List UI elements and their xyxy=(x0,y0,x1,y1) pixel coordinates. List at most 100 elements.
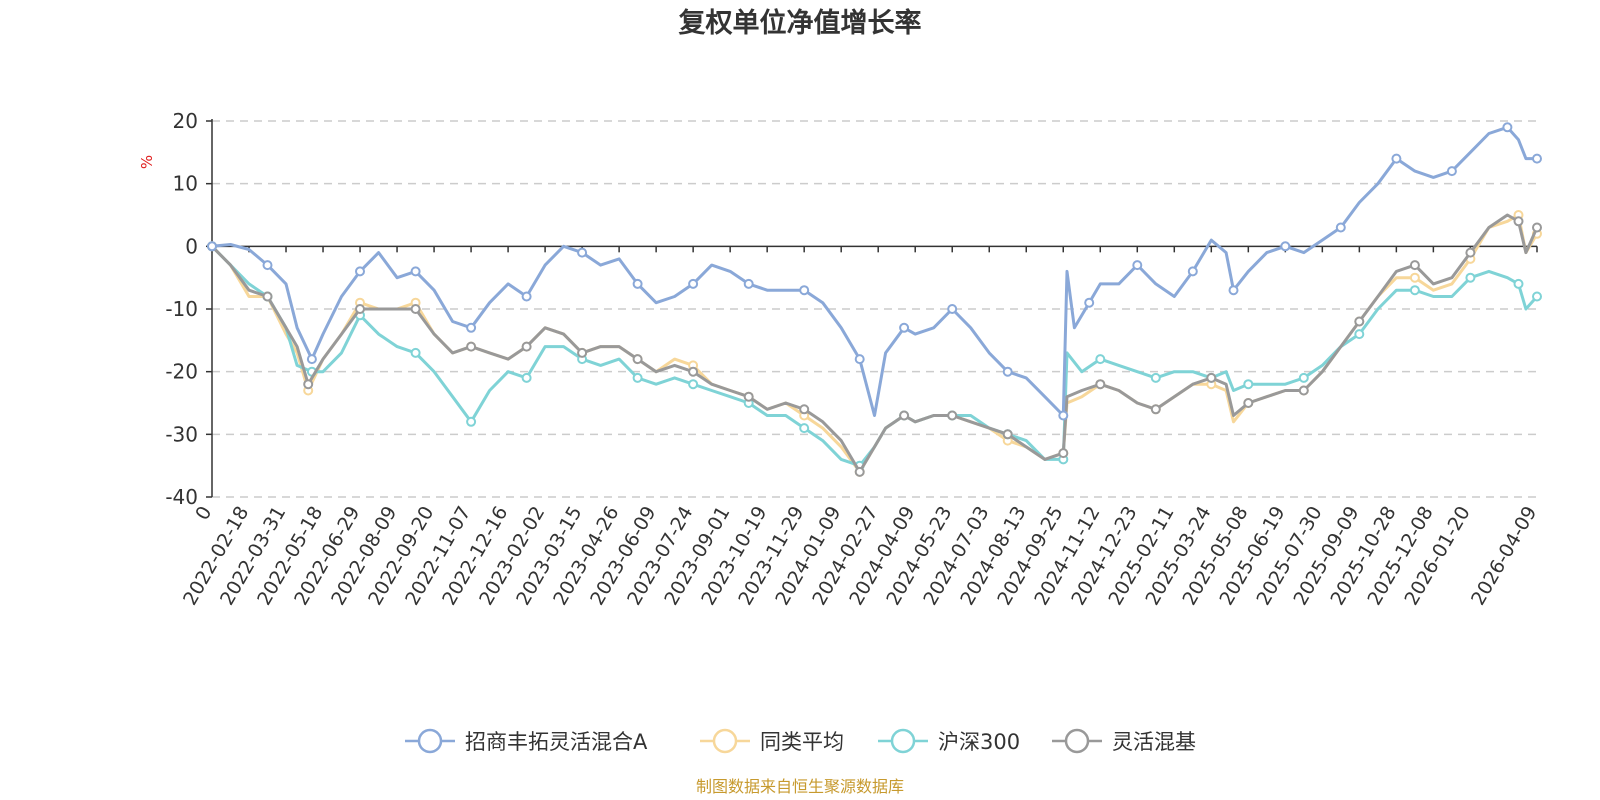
series-point xyxy=(577,247,588,258)
series-point xyxy=(355,266,365,277)
series-point xyxy=(1298,385,1309,396)
series-point xyxy=(1187,266,1198,277)
series-point xyxy=(1532,222,1542,233)
series-point xyxy=(947,410,958,421)
series-point xyxy=(521,291,532,302)
series-line xyxy=(210,213,1539,474)
series-point xyxy=(466,341,477,352)
series-point xyxy=(1058,410,1069,421)
series-point xyxy=(577,347,588,358)
series-point xyxy=(466,416,477,427)
series-line xyxy=(210,213,1539,474)
legend-label: 灵活混基 xyxy=(1112,730,1196,754)
series-point xyxy=(688,366,699,377)
x-tick-label: 2026-04-09 xyxy=(1467,503,1541,610)
series-point xyxy=(1002,429,1013,440)
legend-label: 沪深300 xyxy=(938,730,1020,754)
series-point xyxy=(1465,247,1476,258)
legend: 招商丰拓灵活混合A 同类平均 沪深300 灵活混基 xyxy=(405,728,1196,754)
legend-marker-icon xyxy=(890,728,916,754)
legend-marker-icon xyxy=(1064,728,1090,754)
series-point xyxy=(1002,366,1013,377)
series-point xyxy=(1465,272,1476,283)
series-point xyxy=(410,266,421,277)
y-tick-label: 10 xyxy=(173,172,198,196)
series-point xyxy=(632,372,643,383)
series-point xyxy=(1280,241,1291,252)
series-point xyxy=(1206,372,1217,383)
legend-item[interactable]: 沪深300 xyxy=(878,728,1020,754)
series-point xyxy=(1150,372,1161,383)
series-point xyxy=(521,341,532,352)
y-tick-label: -20 xyxy=(165,360,198,384)
series-point xyxy=(521,372,532,383)
y-tick-label: -30 xyxy=(165,422,198,446)
series-point xyxy=(1409,260,1420,271)
series-point xyxy=(1335,222,1346,233)
y-axis-unit: % xyxy=(138,155,156,169)
series-point xyxy=(1513,216,1524,227)
series-point xyxy=(1532,291,1542,302)
legend-marker-icon xyxy=(712,728,738,754)
y-tick-label: -40 xyxy=(165,485,198,509)
data-source-note: 制图数据来自恒生聚源数据库 xyxy=(696,777,904,796)
series-point xyxy=(262,260,273,271)
series-point xyxy=(1150,404,1161,415)
series-point xyxy=(1409,285,1420,296)
series-point xyxy=(632,354,643,365)
series-point xyxy=(1132,260,1143,271)
y-tick-label: 0 xyxy=(185,234,198,258)
series-point xyxy=(1513,278,1524,289)
series-point xyxy=(1243,379,1254,390)
series-point xyxy=(1354,316,1365,327)
series-point xyxy=(410,304,421,314)
legend-label: 招商丰拓灵活混合A xyxy=(465,730,648,754)
series-point xyxy=(1354,329,1365,340)
series-point xyxy=(1228,285,1239,296)
legend-marker-icon xyxy=(417,728,443,754)
chart-title: 复权单位净值增长率 xyxy=(679,7,922,39)
series-point xyxy=(854,354,865,365)
series-point xyxy=(743,391,754,402)
series-point xyxy=(899,410,910,421)
series-point xyxy=(799,404,810,415)
series-point xyxy=(1391,153,1402,164)
series-point xyxy=(466,322,477,333)
series-point xyxy=(1532,153,1542,164)
series-point xyxy=(1298,372,1309,383)
series-line xyxy=(210,245,1539,468)
legend-item[interactable]: 招商丰拓灵活混合A xyxy=(405,728,648,754)
series-point xyxy=(306,354,317,365)
series-point xyxy=(1409,272,1420,283)
series-point xyxy=(799,423,810,434)
series-point xyxy=(947,304,958,314)
series-point xyxy=(262,291,273,302)
series-point xyxy=(1502,122,1513,133)
series-point xyxy=(688,379,699,390)
series-lines xyxy=(207,122,1542,477)
series-point xyxy=(1058,448,1069,459)
series-point xyxy=(799,285,810,296)
series-point xyxy=(743,278,754,289)
series-point xyxy=(410,347,421,358)
y-tick-label: -10 xyxy=(165,297,198,321)
series-point xyxy=(854,466,865,477)
y-tick-label: 20 xyxy=(173,109,198,133)
legend-item[interactable]: 灵活混基 xyxy=(1052,728,1196,754)
series-point xyxy=(1095,354,1106,365)
series-point xyxy=(1084,297,1095,308)
series-point xyxy=(1095,379,1106,390)
series-point xyxy=(1446,166,1457,177)
grid-lines xyxy=(212,120,1537,498)
series-point xyxy=(1243,398,1254,408)
series-point xyxy=(303,379,314,390)
series-point xyxy=(632,278,643,289)
series-point xyxy=(688,278,699,289)
series-point xyxy=(207,241,217,252)
x-tick-label: 0 xyxy=(191,503,216,524)
legend-label: 同类平均 xyxy=(760,730,844,754)
series-point xyxy=(355,304,365,314)
legend-item[interactable]: 同类平均 xyxy=(700,728,844,754)
series-point xyxy=(899,322,910,333)
